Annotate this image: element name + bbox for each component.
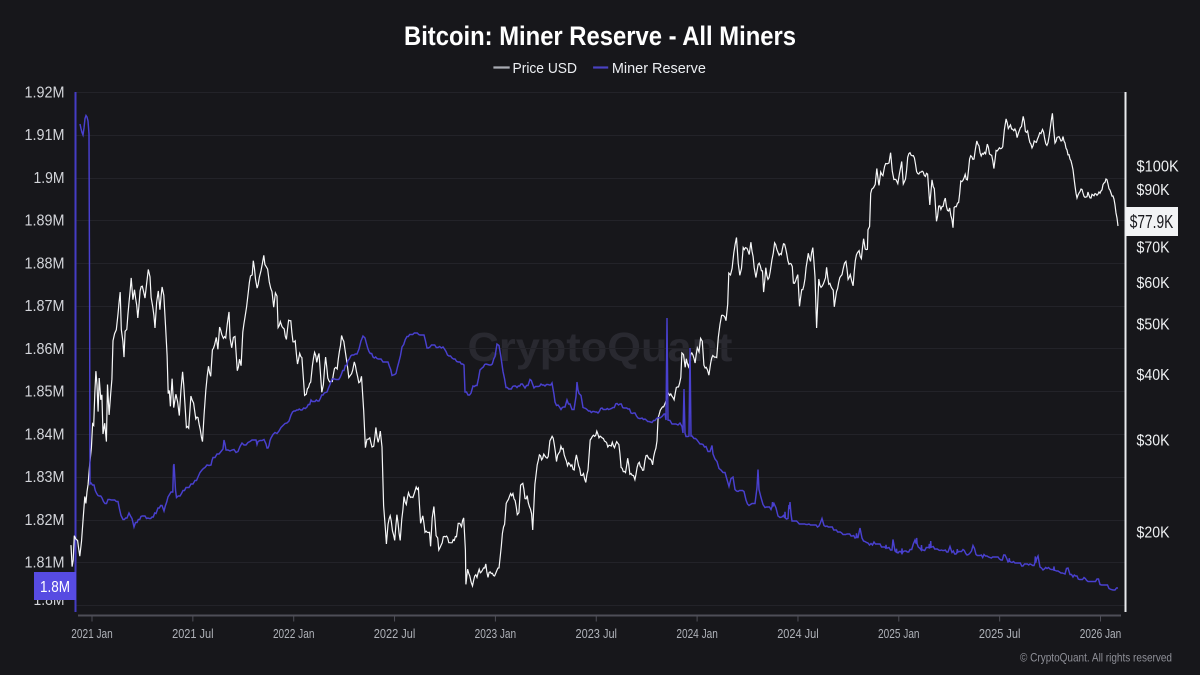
svg-text:© CryptoQuant. All rights rese: © CryptoQuant. All rights reserved: [1020, 651, 1172, 665]
svg-text:2023 Jul: 2023 Jul: [576, 627, 618, 641]
svg-text:Price USD: Price USD: [513, 60, 578, 77]
svg-text:2022 Jul: 2022 Jul: [374, 627, 416, 641]
svg-text:1.8M: 1.8M: [40, 579, 70, 596]
svg-text:1.83M: 1.83M: [25, 469, 65, 486]
svg-text:2023 Jan: 2023 Jan: [475, 627, 517, 641]
svg-text:$100K: $100K: [1137, 159, 1180, 176]
svg-text:Bitcoin: Miner Reserve - All M: Bitcoin: Miner Reserve - All Miners: [404, 21, 796, 51]
svg-text:1.91M: 1.91M: [25, 127, 65, 144]
svg-text:Miner Reserve: Miner Reserve: [612, 60, 706, 77]
svg-text:1.92M: 1.92M: [25, 84, 65, 101]
svg-text:1.81M: 1.81M: [25, 555, 65, 572]
svg-text:$20K: $20K: [1137, 525, 1171, 542]
svg-text:$90K: $90K: [1137, 182, 1171, 199]
svg-text:1.9M: 1.9M: [34, 170, 65, 187]
svg-text:1.82M: 1.82M: [25, 512, 65, 529]
svg-text:$50K: $50K: [1137, 316, 1171, 333]
svg-text:1.85M: 1.85M: [25, 384, 65, 401]
svg-text:1.86M: 1.86M: [25, 341, 65, 358]
svg-text:2022 Jan: 2022 Jan: [273, 627, 315, 641]
svg-text:2024 Jul: 2024 Jul: [777, 627, 819, 641]
svg-text:2021 Jan: 2021 Jan: [71, 627, 113, 641]
svg-text:1.88M: 1.88M: [25, 255, 65, 272]
svg-text:2025 Jan: 2025 Jan: [878, 627, 920, 641]
svg-text:$30K: $30K: [1137, 433, 1171, 450]
svg-text:1.89M: 1.89M: [25, 213, 65, 230]
svg-text:2024 Jan: 2024 Jan: [676, 627, 718, 641]
svg-text:1.87M: 1.87M: [25, 298, 65, 315]
svg-text:1.84M: 1.84M: [25, 426, 65, 443]
svg-text:CryptoQuant: CryptoQuant: [468, 324, 733, 370]
svg-text:2021 Jul: 2021 Jul: [172, 627, 214, 641]
svg-text:$60K: $60K: [1137, 275, 1171, 292]
svg-text:$40K: $40K: [1137, 367, 1171, 384]
svg-text:2025 Jul: 2025 Jul: [979, 627, 1021, 641]
svg-text:$70K: $70K: [1137, 240, 1171, 257]
svg-text:2026 Jan: 2026 Jan: [1080, 627, 1122, 641]
svg-text:$77.9K: $77.9K: [1130, 212, 1174, 232]
